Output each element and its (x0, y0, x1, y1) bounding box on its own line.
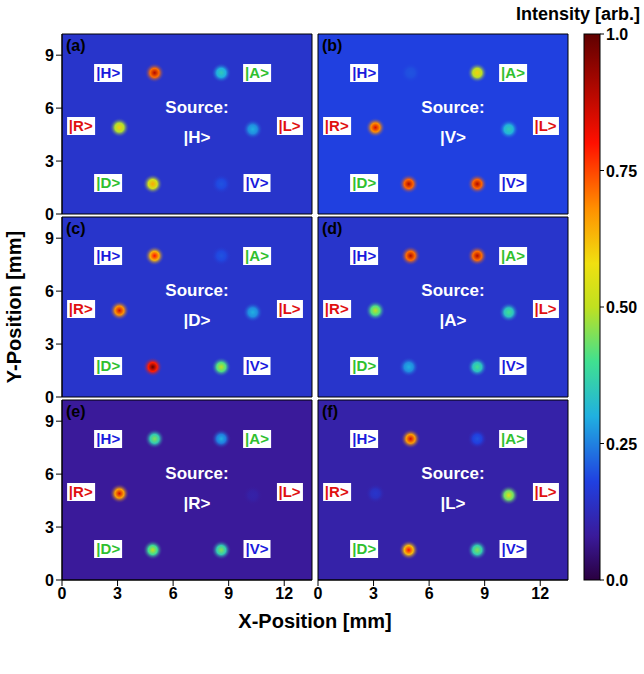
html-text:|L>: |L> (440, 494, 466, 514)
svg-text:0: 0 (45, 206, 54, 222)
svg-text:9: 9 (480, 585, 489, 602)
html-text:|H>: |H> (96, 246, 121, 264)
html-text:|A>: |A> (245, 246, 269, 264)
html-text:|H>: |H> (352, 429, 377, 447)
html-text:|A>: |A> (501, 246, 525, 264)
svg-text:0.75: 0.75 (606, 163, 637, 180)
svg-text:9: 9 (45, 413, 54, 430)
html-text:|R>: |R> (68, 116, 93, 134)
html-text:|H>: |H> (352, 246, 377, 264)
html-text:Y-Position [mm]: Y-Position [mm] (3, 230, 25, 384)
html-text:X-Position [mm]: X-Position [mm] (238, 610, 392, 632)
html-text:|H>: |H> (183, 128, 211, 148)
html-text:|D>: |D> (352, 356, 377, 374)
html-text:|L>: |L> (278, 482, 301, 500)
svg-text:1.0: 1.0 (606, 26, 628, 43)
html-text:|R>: |R> (324, 299, 349, 317)
html-text:|V>: |V> (245, 173, 269, 191)
html-text:|D>: |D> (183, 311, 211, 331)
html-text:(b): (b) (322, 37, 343, 54)
html-text:|D>: |D> (96, 173, 121, 191)
html-text:|V>: |V> (501, 356, 525, 374)
html-text:Source:: Source: (421, 463, 485, 483)
html-text:|L>: |L> (278, 299, 301, 317)
svg-text:0: 0 (58, 585, 67, 602)
svg-text:12: 12 (531, 585, 549, 602)
html-text:|D>: |D> (352, 173, 377, 191)
html-text:(f): (f) (322, 403, 338, 420)
html-text:|R>: |R> (68, 299, 93, 317)
svg-text:0.25: 0.25 (606, 436, 637, 453)
html-text:|R>: |R> (324, 116, 349, 134)
html-text:|A>: |A> (245, 429, 269, 447)
html-text:|D>: |D> (96, 356, 121, 374)
html-text:(c): (c) (66, 220, 86, 237)
svg-text:3: 3 (369, 585, 378, 602)
svg-text:3: 3 (113, 585, 122, 602)
html-text:|V>: |V> (245, 539, 269, 557)
html-text:|D>: |D> (352, 539, 377, 557)
html-text:|D>: |D> (96, 539, 121, 557)
html-text:|R>: |R> (183, 494, 211, 514)
html-text:|H>: |H> (352, 63, 377, 81)
html-text:|V>: |V> (501, 539, 525, 557)
svg-text:0.50: 0.50 (606, 299, 637, 316)
html-text:|H>: |H> (96, 63, 121, 81)
svg-text:3: 3 (45, 336, 54, 353)
html-text:(e): (e) (66, 403, 86, 420)
svg-text:3: 3 (45, 519, 54, 536)
html-text:|A>: |A> (501, 429, 525, 447)
html-text:Source:: Source: (165, 97, 229, 117)
html-text:|A>: |A> (501, 63, 525, 81)
svg-text:12: 12 (275, 585, 293, 602)
html-text:Intensity [arb.]: Intensity [arb.] (516, 4, 640, 24)
html-text:|L>: |L> (534, 482, 557, 500)
html-text:|L>: |L> (278, 116, 301, 134)
svg-text:3: 3 (45, 153, 54, 170)
html-text:|A>: |A> (439, 311, 467, 331)
svg-text:0: 0 (45, 572, 54, 589)
svg-text:9: 9 (45, 230, 54, 247)
html-text:|V>: |V> (245, 356, 269, 374)
svg-text:0.0: 0.0 (606, 572, 628, 589)
svg-text:6: 6 (45, 283, 54, 300)
html-text:|R>: |R> (324, 482, 349, 500)
svg-text:6: 6 (45, 466, 54, 483)
html-text:Source:: Source: (421, 280, 485, 300)
svg-text:0: 0 (314, 585, 323, 602)
svg-text:6: 6 (169, 585, 178, 602)
html-text:Source:: Source: (421, 97, 485, 117)
html-text:Source:: Source: (165, 463, 229, 483)
html-text:(a): (a) (66, 37, 86, 54)
svg-text:9: 9 (224, 585, 233, 602)
html-text:|A>: |A> (245, 63, 269, 81)
html-text:|V>: |V> (501, 173, 525, 191)
html-text:|R>: |R> (68, 482, 93, 500)
svg-text:6: 6 (45, 100, 54, 117)
html-text:(d): (d) (322, 220, 343, 237)
html-text:|V>: |V> (440, 128, 466, 148)
html-text:|H>: |H> (96, 429, 121, 447)
svg-text:0: 0 (45, 389, 54, 405)
html-text:|L>: |L> (534, 116, 557, 134)
svg-text:6: 6 (425, 585, 434, 602)
svg-text:9: 9 (45, 47, 54, 64)
html-text:Source:: Source: (165, 280, 229, 300)
html-text:|L>: |L> (534, 299, 557, 317)
